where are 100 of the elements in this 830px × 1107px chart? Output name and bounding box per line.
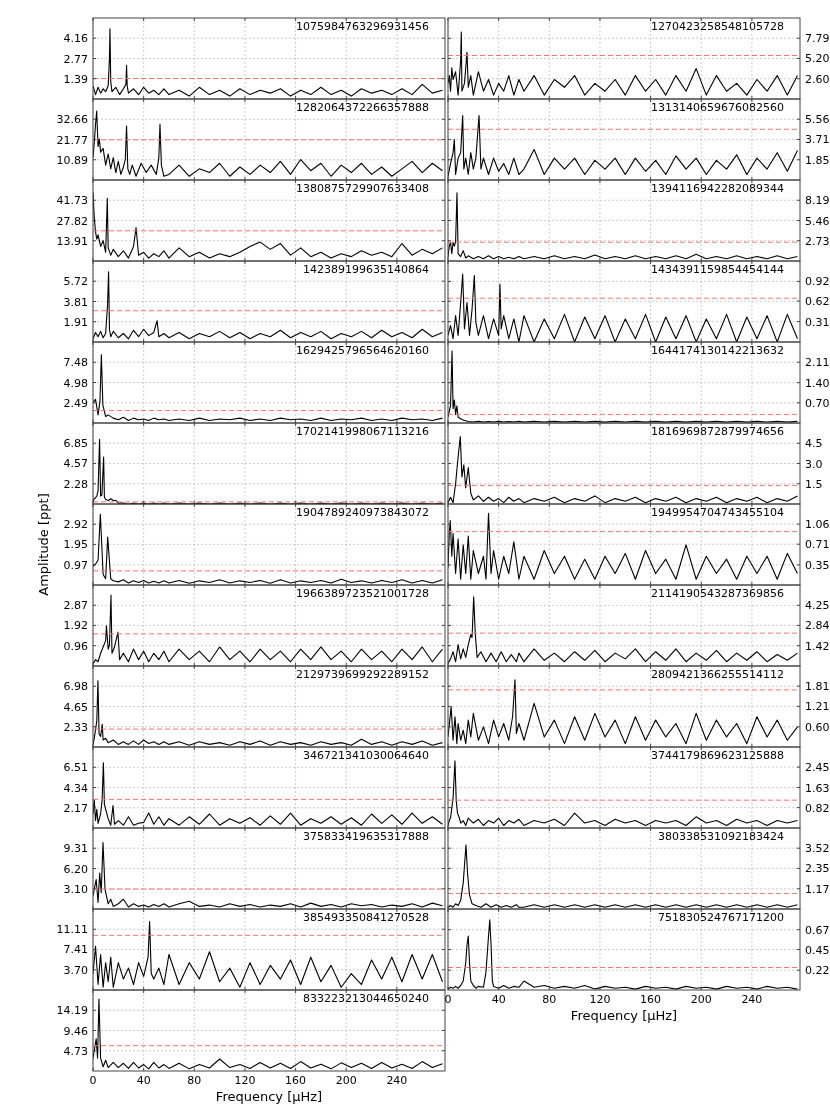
y-tick-label: 11.11 <box>56 923 88 937</box>
x-tick-label: 200 <box>690 993 712 1006</box>
y-tick-label: 0.70 <box>805 396 830 410</box>
x-tick-label: 40 <box>491 993 506 1006</box>
y-tick-label: 4.65 <box>63 700 88 714</box>
y-tick-label: 2.73 <box>805 234 830 248</box>
x-tick-label: 80 <box>187 1074 202 1087</box>
y-tick-label: 0.31 <box>805 315 830 329</box>
chart-title: 1816969872879974656 <box>651 425 784 438</box>
chart-title: 1434391159854454144 <box>651 263 784 276</box>
y-tick-label: 0.62 <box>805 295 830 309</box>
y-tick-label: 9.31 <box>63 842 88 856</box>
chart-title: 1282064372266357888 <box>296 101 429 114</box>
y-tick-label: 1.39 <box>63 72 88 86</box>
chart-title: 1394116942282089344 <box>651 182 784 195</box>
y-tick-label: 3.71 <box>805 133 830 147</box>
y-tick-label: 10.89 <box>56 153 88 167</box>
y-tick-label: 0.96 <box>63 639 88 653</box>
line-series <box>93 28 444 97</box>
y-tick-label: 9.46 <box>63 1024 88 1038</box>
chart-title: 2129739699292289152 <box>296 668 429 681</box>
y-tick-label: 5.20 <box>805 52 830 66</box>
y-tick-label: 8.19 <box>805 194 830 208</box>
chart-title: 1270423258548105728 <box>651 20 784 33</box>
y-tick-label: 1.95 <box>63 538 88 552</box>
chart-title: 142389199635140864 <box>303 263 429 276</box>
y-tick-label: 4.5 <box>805 437 823 451</box>
y-tick-label: 21.77 <box>56 133 88 147</box>
y-tick-label: 0.92 <box>805 275 830 289</box>
chart-title: 1380875729907633408 <box>296 182 429 195</box>
y-tick-label: 32.66 <box>56 113 88 127</box>
x-tick-label: 240 <box>741 993 763 1006</box>
line-series <box>448 273 799 342</box>
chart-title: 1904789240973843072 <box>296 506 429 519</box>
y-tick-label: 4.57 <box>63 457 88 471</box>
y-tick-label: 1.06 <box>805 518 830 532</box>
y-tick-label: 7.41 <box>63 943 88 957</box>
y-tick-label: 41.73 <box>56 194 88 208</box>
y-tick-label: 13.91 <box>56 234 88 248</box>
line-series <box>93 680 444 746</box>
y-tick-label: 14.19 <box>56 1004 88 1018</box>
y-tick-label: 5.46 <box>805 214 830 228</box>
line-series <box>93 110 444 177</box>
x-axis-title: Frequency [μHz] <box>215 1089 323 1104</box>
line-series <box>448 31 799 96</box>
line-series <box>448 919 799 990</box>
y-tick-label: 1.91 <box>63 315 88 329</box>
chart-title: 833223213044650240 <box>303 992 429 1005</box>
y-tick-label: 2.35 <box>805 862 830 876</box>
y-tick-label: 0.35 <box>805 558 830 572</box>
x-tick-label: 160 <box>285 1074 307 1087</box>
chart-title: 385493350841270528 <box>303 911 429 924</box>
chart-title: 1629425796564620160 <box>296 344 429 357</box>
y-tick-label: 1.21 <box>805 700 830 714</box>
y-tick-label: 1.40 <box>805 376 830 390</box>
chart-title: 380338531092183424 <box>658 830 784 843</box>
line-series <box>93 921 444 988</box>
y-tick-label: 0.71 <box>805 538 830 552</box>
y-tick-label: 4.25 <box>805 599 830 613</box>
y-tick-label: 3.0 <box>805 457 823 471</box>
y-tick-label: 0.97 <box>63 558 88 572</box>
y-tick-label: 2.87 <box>63 599 88 613</box>
y-tick-label: 6.20 <box>63 862 88 876</box>
line-series <box>93 841 444 908</box>
y-tick-label: 2.17 <box>63 801 88 815</box>
y-tick-label: 0.67 <box>805 923 830 937</box>
x-tick-label: 120 <box>234 1074 256 1087</box>
chart-title: 3744179869623125888 <box>651 749 784 762</box>
line-series <box>93 354 444 422</box>
y-tick-label: 6.98 <box>63 680 88 694</box>
y-tick-label: 5.56 <box>805 113 830 127</box>
y-tick-label: 5.72 <box>63 275 88 289</box>
y-tick-label: 3.10 <box>63 882 88 896</box>
x-tick-label: 0 <box>89 1074 97 1087</box>
x-tick-label: 200 <box>335 1074 357 1087</box>
y-tick-label: 2.60 <box>805 72 830 86</box>
y-tick-label: 6.51 <box>63 761 88 775</box>
chart-title: 1949954704743455104 <box>651 506 784 519</box>
y-tick-label: 1.81 <box>805 680 830 694</box>
y-tick-label: 2.77 <box>63 52 88 66</box>
y-axis-title: Amplitude [ppt] <box>36 493 51 596</box>
y-tick-label: 1.5 <box>805 477 823 491</box>
line-series <box>93 271 444 340</box>
y-tick-label: 7.79 <box>805 32 830 46</box>
y-tick-label: 2.84 <box>805 619 830 633</box>
y-tick-label: 2.45 <box>805 761 830 775</box>
line-series <box>448 760 799 827</box>
y-tick-label: 27.82 <box>56 214 88 228</box>
y-tick-label: 0.22 <box>805 964 830 978</box>
y-tick-label: 4.98 <box>63 376 88 390</box>
x-tick-label: 160 <box>640 993 662 1006</box>
chart-title: 2114190543287369856 <box>651 587 784 600</box>
chart-title: 1313140659676082560 <box>651 101 784 114</box>
chart-title: 751830524767171200 <box>658 911 784 924</box>
y-tick-label: 2.33 <box>63 720 88 734</box>
y-tick-label: 4.73 <box>63 1044 88 1058</box>
y-tick-label: 6.85 <box>63 437 88 451</box>
x-tick-label: 40 <box>136 1074 151 1087</box>
line-series <box>93 762 444 826</box>
x-tick-label: 0 <box>444 993 452 1006</box>
